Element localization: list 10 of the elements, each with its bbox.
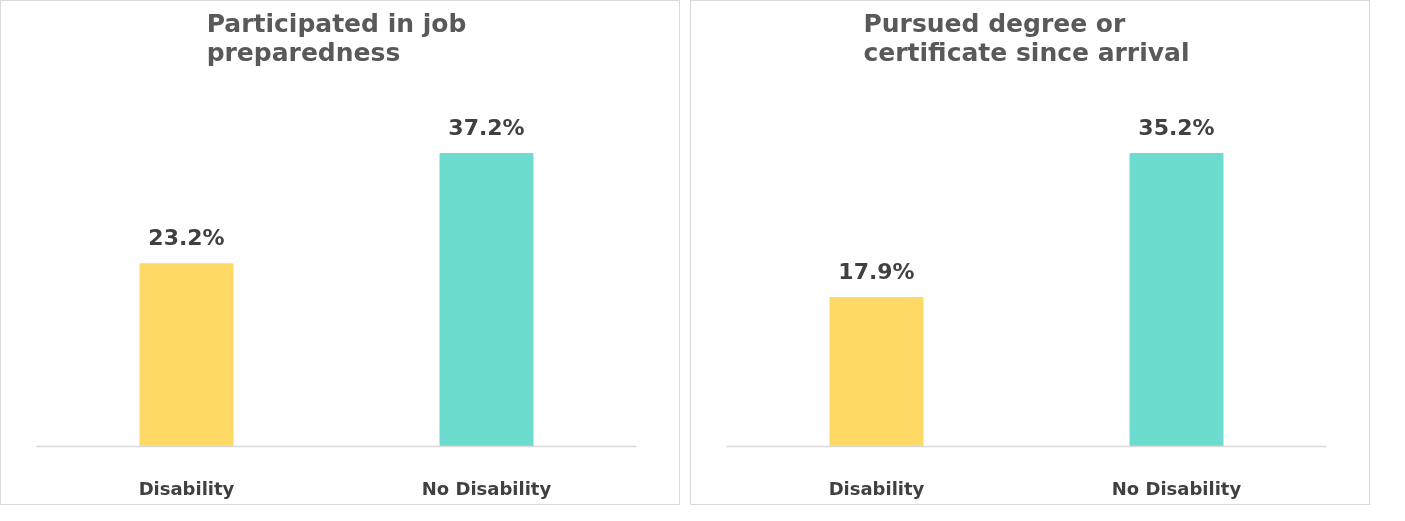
x-tick-label: Disability <box>828 477 925 499</box>
data-label: 17.9% <box>838 258 915 284</box>
chart-title: Pursued degree or certificate since arrival <box>863 8 1190 67</box>
data-label: 23.2% <box>148 224 225 250</box>
chart-title: Participated in job preparedness <box>206 8 467 67</box>
data-label: 37.2% <box>448 114 525 140</box>
x-tick-label: No Disability <box>421 477 552 499</box>
x-tick-label: Disability <box>138 477 235 499</box>
x-tick-label: No Disability <box>1111 477 1242 499</box>
data-label: 35.2% <box>1138 114 1215 140</box>
